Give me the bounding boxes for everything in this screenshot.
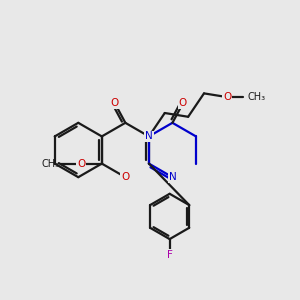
Text: CH₃: CH₃ — [41, 159, 59, 169]
Text: O: O — [77, 159, 85, 169]
Text: CH₃: CH₃ — [248, 92, 266, 102]
Text: O: O — [121, 172, 130, 182]
Text: F: F — [167, 250, 172, 260]
Text: N: N — [169, 172, 176, 182]
Text: O: O — [223, 92, 232, 102]
Text: N: N — [145, 131, 153, 141]
Text: O: O — [179, 98, 187, 108]
Text: O: O — [111, 98, 119, 108]
